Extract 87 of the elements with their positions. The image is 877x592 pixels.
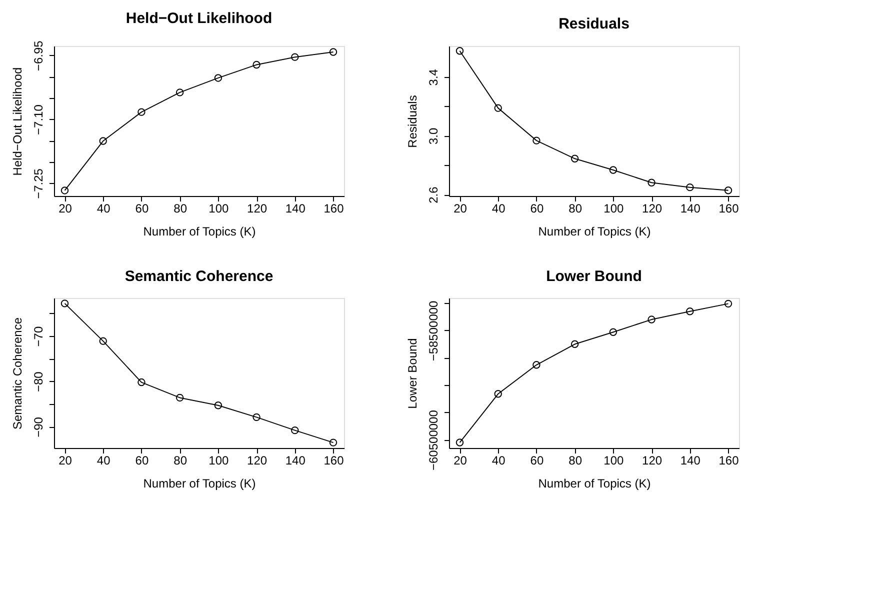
x-tick-label: 120 bbox=[247, 454, 268, 468]
x-tick-label: 140 bbox=[680, 202, 701, 216]
x-tick-label: 100 bbox=[604, 202, 624, 216]
x-tick-label: 140 bbox=[285, 454, 306, 468]
y-tick-label: −58500000 bbox=[426, 300, 440, 362]
y-tick-label: −7.25 bbox=[32, 168, 46, 199]
y-tick-label: −7.10 bbox=[32, 104, 46, 135]
x-tick-label: 80 bbox=[568, 454, 582, 468]
point bbox=[456, 438, 464, 446]
y-tick-label: 3.4 bbox=[426, 68, 440, 86]
y-axis-title: Residuals bbox=[406, 95, 420, 148]
point bbox=[99, 137, 107, 145]
point bbox=[686, 183, 694, 192]
point bbox=[532, 361, 540, 369]
point bbox=[138, 378, 146, 386]
x-tick-label: 60 bbox=[530, 454, 544, 468]
chart-title: Held−Out Likelihood bbox=[126, 10, 272, 28]
point bbox=[456, 47, 464, 55]
point bbox=[291, 53, 299, 61]
point bbox=[291, 426, 299, 434]
x-tick-label: 160 bbox=[324, 202, 344, 216]
x-tick-label: 100 bbox=[208, 454, 230, 468]
point bbox=[570, 154, 579, 162]
x-axis-title: Number of Topics (K) bbox=[538, 476, 651, 490]
x-tick-label: 160 bbox=[718, 454, 740, 468]
x-tick-label: 120 bbox=[247, 202, 268, 216]
point bbox=[329, 438, 338, 446]
x-tick-label: 80 bbox=[174, 454, 188, 468]
x-tick-label: 60 bbox=[135, 202, 149, 216]
x-tick-label: 60 bbox=[530, 202, 544, 216]
y-tick-label: −80 bbox=[32, 371, 46, 392]
x-tick-label: 120 bbox=[642, 454, 662, 468]
point bbox=[686, 307, 694, 316]
x-tick-label: 80 bbox=[174, 202, 188, 216]
point bbox=[99, 337, 107, 345]
point bbox=[648, 178, 656, 186]
x-tick-label: 100 bbox=[604, 454, 624, 468]
point bbox=[648, 316, 656, 324]
x-tick-label: 40 bbox=[96, 202, 111, 216]
y-tick-label: −90 bbox=[32, 416, 46, 438]
point bbox=[494, 104, 502, 112]
point bbox=[214, 74, 222, 82]
x-tick-label: 20 bbox=[58, 454, 72, 468]
chart-title: Semantic Coherence bbox=[124, 268, 274, 285]
y-tick-label: 3.0 bbox=[426, 128, 440, 145]
point bbox=[252, 60, 260, 69]
y-tick-label: −6.95 bbox=[32, 40, 46, 72]
x-axis-title: Number of Topics (K) bbox=[143, 476, 256, 490]
x-tick-label: 40 bbox=[492, 454, 506, 468]
y-axis-title: Lower Bound bbox=[406, 338, 420, 409]
x-axis-title: Number of Topics (K) bbox=[538, 224, 651, 238]
point bbox=[724, 186, 732, 194]
point bbox=[609, 166, 618, 174]
point bbox=[252, 413, 260, 422]
x-tick-label: 140 bbox=[285, 202, 306, 216]
x-tick-label: 40 bbox=[96, 454, 111, 468]
x-tick-label: 60 bbox=[135, 454, 149, 468]
point bbox=[60, 300, 69, 308]
point bbox=[176, 88, 184, 96]
x-tick-label: 120 bbox=[642, 202, 662, 216]
x-tick-label: 160 bbox=[324, 454, 344, 468]
x-tick-label: 80 bbox=[568, 202, 582, 216]
point bbox=[494, 390, 502, 398]
point bbox=[532, 136, 540, 144]
x-tick-label: 20 bbox=[454, 202, 468, 216]
point bbox=[609, 328, 618, 336]
point bbox=[214, 402, 222, 410]
y-axis-title: Semantic Coherence bbox=[10, 317, 24, 430]
chart-title: Residuals bbox=[558, 16, 630, 32]
y-tick-label: 2.6 bbox=[426, 186, 440, 204]
point bbox=[60, 186, 69, 194]
point bbox=[176, 394, 184, 402]
x-tick-label: 160 bbox=[718, 202, 740, 216]
x-axis-title: Number of Topics (K) bbox=[143, 224, 256, 238]
x-tick-label: 20 bbox=[454, 454, 468, 468]
y-tick-label: −70 bbox=[32, 326, 46, 347]
point bbox=[724, 300, 732, 308]
y-tick-label: −60500000 bbox=[426, 410, 440, 471]
chart-title: Lower Bound bbox=[546, 268, 642, 285]
point bbox=[570, 340, 579, 348]
point bbox=[138, 108, 146, 116]
point bbox=[329, 48, 338, 56]
x-tick-label: 140 bbox=[680, 454, 701, 468]
x-tick-label: 100 bbox=[208, 202, 230, 216]
y-axis-title: Held−Out Likelihood bbox=[10, 67, 24, 176]
x-tick-label: 20 bbox=[58, 202, 72, 216]
x-tick-label: 40 bbox=[492, 202, 506, 216]
